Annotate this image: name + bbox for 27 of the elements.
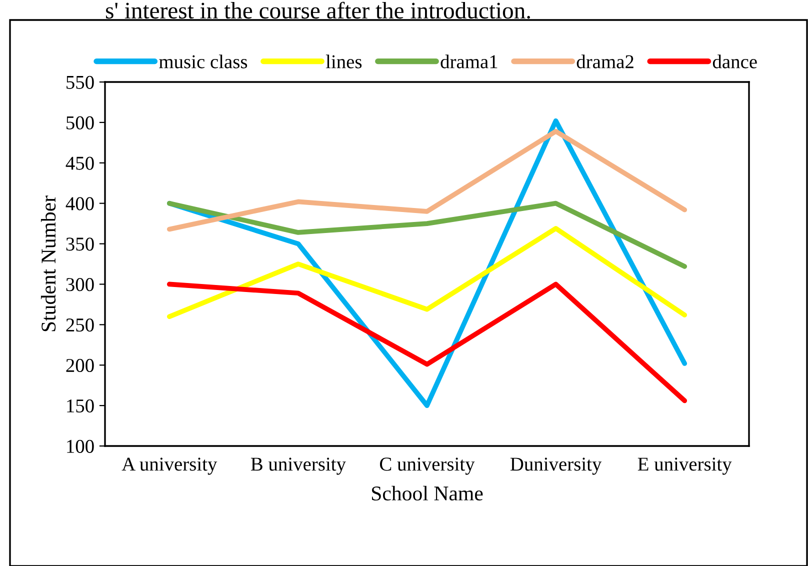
legend-label: drama1	[440, 54, 498, 68]
y-tick-label: 550	[66, 76, 94, 89]
y-tick-label: 300	[66, 278, 94, 292]
y-tick-label: 200	[66, 358, 94, 372]
line-series	[166, 226, 688, 320]
line-series	[166, 128, 688, 232]
x-tick-label: Duniversity	[510, 458, 602, 475]
text: s' interest in the course after the introduction.	[106, 2, 530, 19]
x-tick-label: A university	[122, 458, 218, 475]
legend-label: drama2	[576, 54, 634, 68]
y-tick-label: 400	[66, 197, 94, 210]
y-tick-label: 450	[66, 156, 94, 170]
y-tick-label: 100	[67, 440, 94, 453]
y-tick-label: 150	[67, 399, 94, 412]
line-series	[166, 282, 688, 404]
legend-label: lines	[326, 54, 362, 68]
y-axis-title: Student Number	[40, 196, 56, 332]
x-tick-label: E university	[638, 458, 732, 475]
x-tick-label: C university	[380, 458, 475, 475]
y-tick-label: 500	[66, 116, 94, 130]
legend-label: dance	[712, 54, 757, 68]
legend-label: music class	[159, 54, 248, 68]
x-axis-title: School Name	[372, 486, 483, 501]
x-tick-label: B university	[250, 458, 346, 475]
y-tick-label: 350	[66, 238, 94, 251]
line-series	[166, 200, 688, 269]
y-tick-label: 250	[66, 318, 94, 332]
